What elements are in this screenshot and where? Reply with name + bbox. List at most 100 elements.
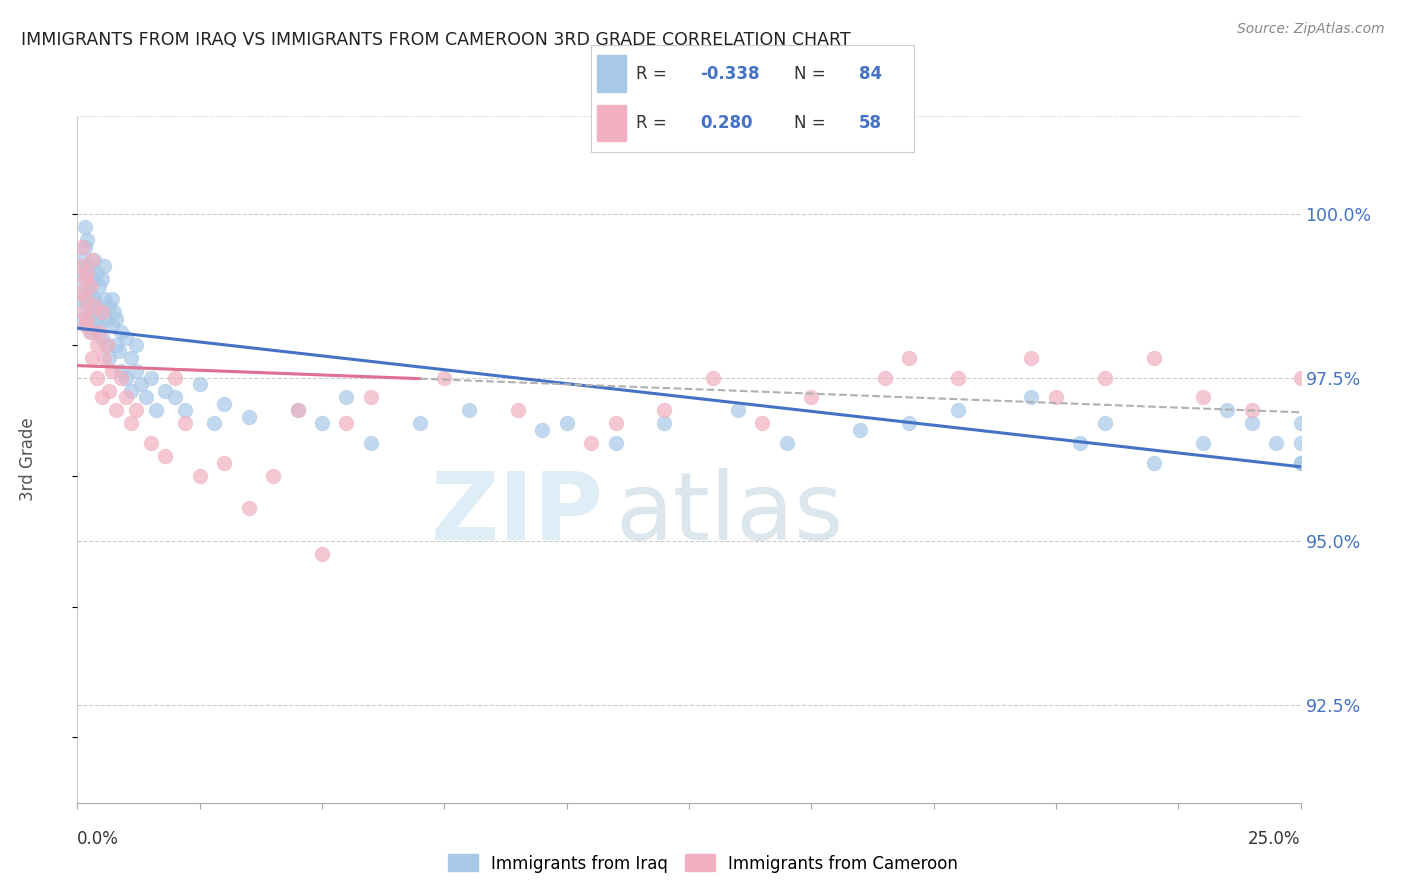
Point (155, 384, 177, 398)
Point (1289, 370, 1312, 384)
Point (605, 417, 627, 431)
Point (100, 364, 122, 378)
Bar (598, 104, 626, 141)
Point (457, 403, 479, 417)
Text: N =: N = (794, 114, 831, 132)
Point (433, 370, 456, 384)
Point (105, 403, 128, 417)
Point (76, 266, 98, 280)
Point (110, 370, 132, 384)
Point (90, 390, 112, 404)
Point (108, 344, 131, 359)
Point (70, 252, 93, 267)
Point (1069, 436, 1091, 450)
Point (79, 279, 101, 293)
Point (409, 417, 432, 431)
Point (311, 417, 333, 431)
Point (90, 305, 112, 319)
Point (335, 417, 357, 431)
Point (145, 403, 167, 417)
Point (531, 423, 554, 437)
Point (90, 331, 112, 345)
Point (139, 370, 162, 384)
Point (287, 403, 309, 417)
Point (70, 240, 93, 254)
Point (946, 370, 969, 384)
Point (238, 501, 260, 516)
Text: atlas: atlas (616, 468, 844, 560)
Point (90, 272, 112, 286)
Point (96, 338, 118, 352)
Point (73, 272, 96, 286)
Point (238, 409, 260, 424)
Point (83, 292, 105, 306)
Point (1094, 417, 1116, 431)
Point (110, 325, 132, 339)
Point (75, 292, 97, 306)
Point (70, 285, 93, 300)
Point (76, 318, 98, 333)
Point (1094, 370, 1116, 384)
Point (86, 338, 108, 352)
Point (579, 436, 602, 450)
Point (73, 279, 96, 293)
Point (86, 299, 108, 313)
Point (287, 403, 309, 417)
Point (115, 370, 138, 384)
Point (335, 390, 357, 404)
Text: IMMIGRANTS FROM IRAQ VS IMMIGRANTS FROM CAMEROON 3RD GRADE CORRELATION CHART: IMMIGRANTS FROM IRAQ VS IMMIGRANTS FROM … (21, 31, 851, 49)
Point (555, 417, 578, 431)
Point (776, 436, 799, 450)
Point (96, 311, 118, 326)
Point (1289, 456, 1312, 470)
Point (1191, 390, 1213, 404)
Text: 3rd Grade: 3rd Grade (20, 417, 38, 501)
Point (90, 305, 112, 319)
Point (873, 370, 896, 384)
Point (96, 338, 118, 352)
Point (1021, 351, 1043, 365)
Point (115, 331, 138, 345)
Point (69, 266, 91, 280)
Text: R =: R = (636, 64, 672, 82)
Point (135, 390, 157, 404)
Point (72, 305, 94, 319)
Point (120, 384, 142, 398)
Text: -0.338: -0.338 (700, 64, 761, 82)
Point (125, 364, 148, 378)
Point (73, 318, 96, 333)
Point (98, 384, 121, 398)
Point (100, 318, 122, 333)
Text: 0.280: 0.280 (700, 114, 754, 132)
Point (73, 240, 96, 254)
Point (212, 456, 235, 470)
Point (80, 305, 103, 319)
Point (155, 449, 177, 463)
Point (506, 403, 529, 417)
Point (79, 285, 101, 300)
Point (70, 311, 93, 326)
Point (202, 417, 225, 431)
Text: 25.0%: 25.0% (1249, 830, 1301, 848)
Point (165, 370, 187, 384)
Point (212, 397, 235, 411)
Point (1240, 417, 1263, 431)
Point (1143, 351, 1166, 365)
Point (139, 436, 162, 450)
Point (311, 547, 333, 561)
Point (946, 403, 969, 417)
Point (93, 351, 115, 365)
Text: N =: N = (794, 64, 831, 82)
Text: ZIP: ZIP (430, 468, 603, 560)
Point (86, 311, 108, 326)
Point (1265, 436, 1288, 450)
Text: 84: 84 (859, 64, 882, 82)
Point (262, 468, 284, 483)
Bar (598, 55, 626, 92)
Point (120, 417, 142, 431)
Point (800, 390, 823, 404)
Point (76, 311, 98, 326)
Point (654, 417, 676, 431)
Point (188, 468, 211, 483)
Point (89, 279, 111, 293)
